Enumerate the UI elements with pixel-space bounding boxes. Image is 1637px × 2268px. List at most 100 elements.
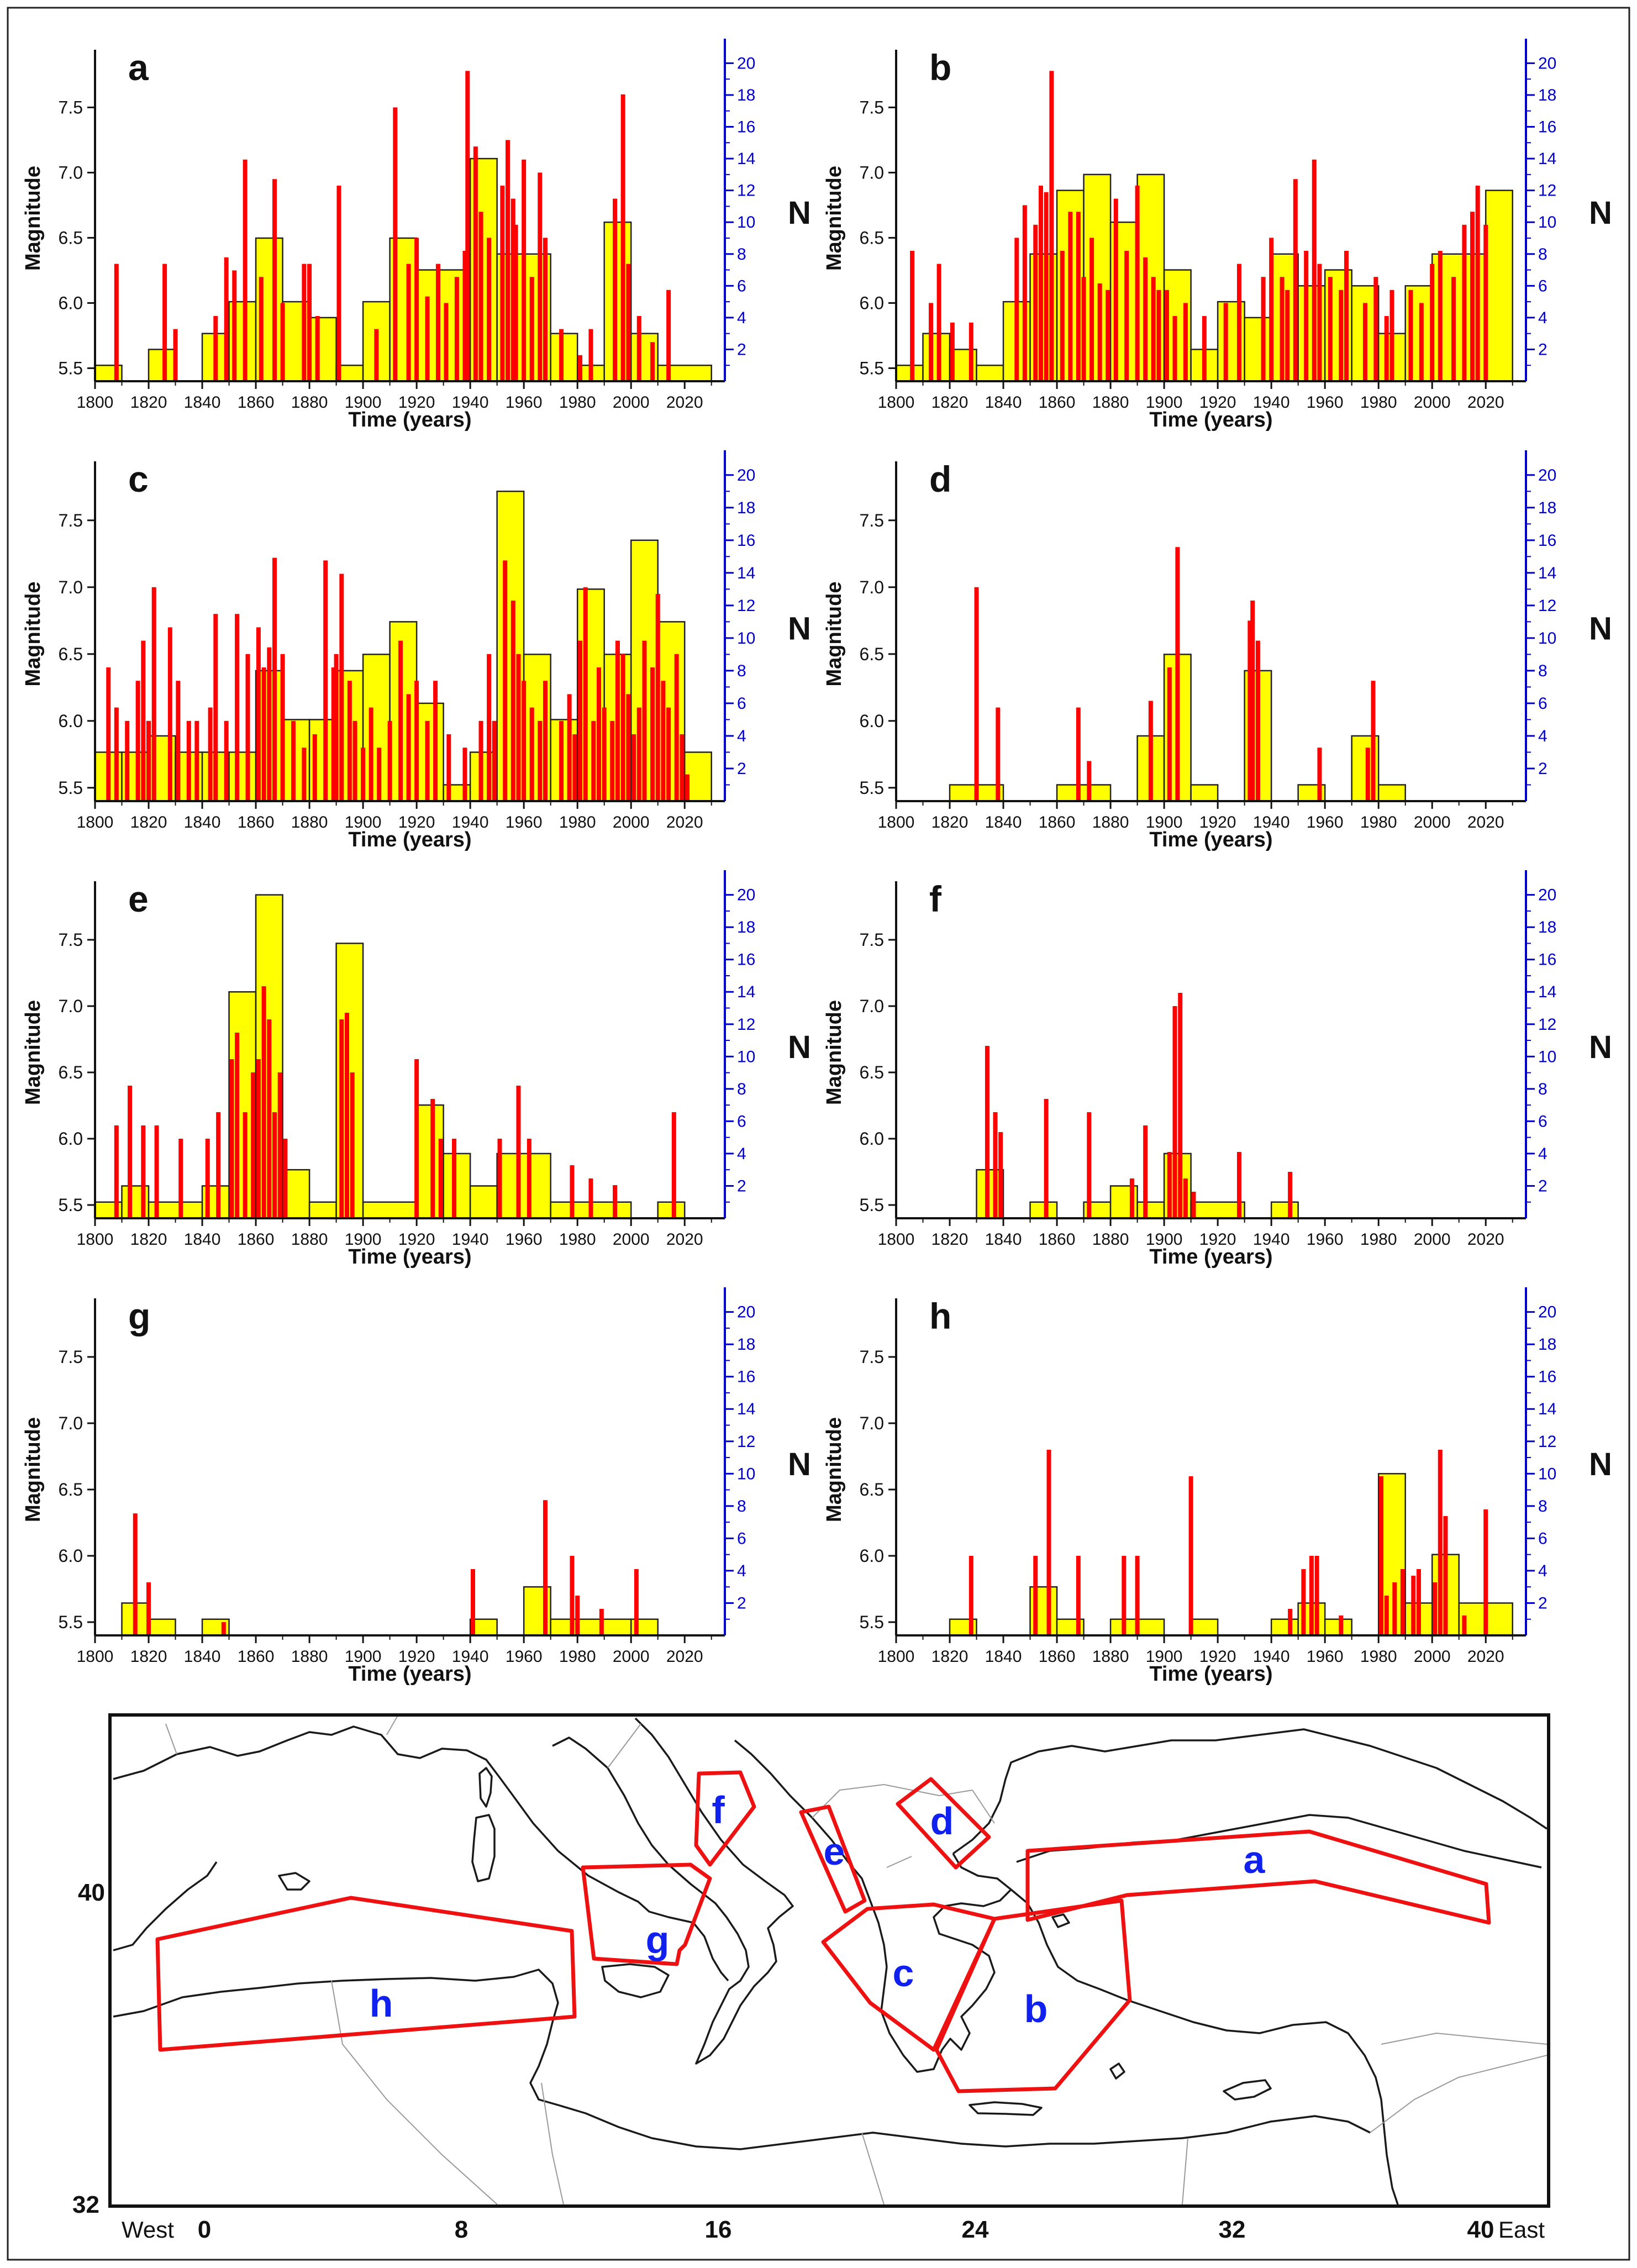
event-line-e-5 — [205, 1139, 210, 1218]
y-label-c: Magnitude — [22, 582, 45, 687]
y-tick-e-4: 7.5 — [59, 930, 83, 950]
decade-bar-b-1 — [922, 333, 951, 382]
n-tick-g-2: 6 — [737, 1529, 746, 1548]
event-line-a-23 — [465, 71, 470, 381]
event-line-h-19 — [1438, 1450, 1443, 1635]
event-line-c-69 — [666, 707, 671, 801]
zone-g-label: g — [646, 1918, 670, 1961]
lon-tick-16: 16 — [705, 2216, 732, 2243]
n-tick-g-9: 20 — [737, 1303, 755, 1322]
n-tick-g-8: 18 — [737, 1335, 755, 1354]
event-line-c-64 — [636, 707, 641, 801]
event-line-b-39 — [1339, 290, 1344, 381]
event-line-a-0 — [114, 264, 119, 381]
x-tick-e-6: 1920 — [398, 1230, 435, 1249]
event-line-a-4 — [224, 257, 229, 381]
x-label-c: Time (years) — [348, 828, 471, 851]
event-line-h-4 — [1122, 1556, 1127, 1635]
event-line-e-1 — [128, 1086, 133, 1218]
x-tick-f-9: 1980 — [1360, 1230, 1397, 1249]
y-tick-e-0: 5.5 — [59, 1195, 83, 1215]
x-tick-c-3: 1860 — [238, 813, 275, 832]
event-line-c-65 — [642, 640, 647, 801]
event-line-d-9 — [1255, 640, 1260, 801]
n-tick-f-3: 8 — [1538, 1080, 1547, 1098]
y-tick-f-2: 6.5 — [860, 1062, 884, 1082]
x-label-h: Time (years) — [1149, 1662, 1272, 1686]
n-label-h: N — [1589, 1446, 1612, 1482]
n-tick-f-7: 16 — [1538, 951, 1556, 969]
y-tick-c-3: 7.0 — [59, 577, 83, 597]
event-line-b-20 — [1135, 186, 1140, 381]
y-tick-b-1: 6.0 — [860, 293, 884, 313]
x-tick-f-2: 1840 — [985, 1230, 1022, 1249]
n-tick-f-0: 2 — [1538, 1177, 1547, 1195]
event-line-e-30 — [671, 1112, 676, 1218]
island-corsica — [478, 1767, 493, 1808]
x-tick-f-0: 1800 — [878, 1230, 915, 1249]
event-line-b-1 — [929, 303, 934, 381]
decade-bar-c-5 — [228, 751, 257, 802]
event-line-b-36 — [1312, 159, 1317, 381]
zone-c-outline — [821, 1902, 997, 2052]
event-line-c-2 — [125, 720, 130, 801]
x-tick-f-8: 1960 — [1307, 1230, 1344, 1249]
x-tick-b-7: 1940 — [1253, 393, 1290, 412]
coastline-balkans — [734, 1739, 888, 1967]
x-tick-g-10: 2000 — [613, 1648, 650, 1666]
n-tick-d-2: 6 — [1538, 694, 1547, 713]
event-line-b-41 — [1362, 303, 1367, 381]
event-line-b-10 — [1049, 71, 1054, 381]
event-line-b-23 — [1156, 290, 1161, 381]
n-label-g: N — [788, 1446, 811, 1482]
x-tick-h-1: 1820 — [931, 1648, 968, 1666]
event-line-h-7 — [1288, 1609, 1293, 1635]
x-tick-b-3: 1860 — [1039, 393, 1076, 412]
event-line-a-9 — [280, 303, 285, 381]
n-tick-h-3: 8 — [1538, 1497, 1547, 1515]
event-line-b-3 — [950, 322, 955, 381]
event-line-c-67 — [655, 593, 660, 801]
event-line-e-14 — [272, 1112, 277, 1218]
n-tick-b-6: 14 — [1538, 150, 1556, 168]
x-tick-g-0: 1800 — [77, 1648, 114, 1666]
event-line-c-53 — [572, 734, 577, 801]
n-tick-e-7: 16 — [737, 951, 755, 969]
event-line-c-23 — [312, 734, 317, 801]
zone-e-outline — [799, 1804, 867, 1914]
event-line-h-0 — [968, 1556, 973, 1635]
event-line-f-5 — [1129, 1178, 1134, 1218]
event-line-b-53 — [1483, 224, 1488, 381]
event-line-c-38 — [433, 681, 438, 801]
event-line-c-29 — [352, 720, 357, 801]
x-tick-c-4: 1880 — [291, 813, 328, 832]
x-tick-a-10: 2000 — [613, 393, 650, 412]
x-tick-e-8: 1960 — [506, 1230, 543, 1249]
lon-tick-40: 40 — [1467, 2216, 1494, 2243]
n-tick-b-1: 4 — [1538, 309, 1547, 327]
panel-f: 1800 1820 1840 1860 1880 1900 1920 1940 1960 1980… — [823, 870, 1612, 1269]
event-line-c-7 — [167, 627, 172, 801]
x-tick-d-3: 1860 — [1039, 813, 1076, 832]
event-line-c-42 — [487, 654, 492, 801]
n-tick-e-8: 18 — [737, 918, 755, 936]
n-tick-b-7: 16 — [1538, 118, 1556, 136]
x-tick-b-4: 1880 — [1092, 393, 1129, 412]
event-line-a-42 — [650, 342, 655, 381]
decade-bar-e-7 — [308, 1201, 337, 1219]
event-line-b-6 — [1022, 205, 1027, 381]
decade-bar-e-15 — [657, 1201, 686, 1219]
event-line-b-25 — [1172, 316, 1177, 381]
event-line-h-17 — [1416, 1569, 1421, 1635]
y-tick-f-4: 7.5 — [860, 930, 884, 950]
x-tick-g-6: 1920 — [398, 1648, 435, 1666]
decade-bar-e-9 — [362, 1201, 418, 1219]
event-line-h-20 — [1443, 1516, 1448, 1635]
event-line-a-31 — [522, 159, 527, 381]
panel-label-g: g — [128, 1296, 150, 1336]
coastline-west-europe — [113, 1725, 729, 1982]
n-tick-g-4: 10 — [737, 1465, 755, 1483]
event-line-b-30 — [1261, 277, 1266, 381]
x-tick-c-9: 1980 — [559, 813, 596, 832]
n-tick-d-1: 4 — [1538, 727, 1547, 745]
